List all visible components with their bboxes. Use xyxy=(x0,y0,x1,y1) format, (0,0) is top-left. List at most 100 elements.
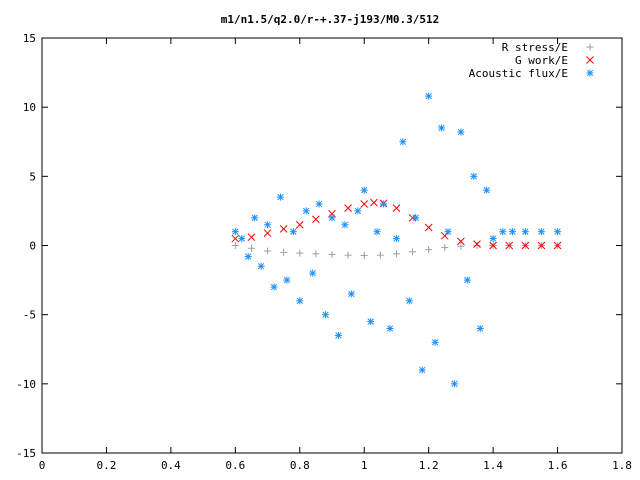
data-point xyxy=(334,331,342,339)
data-point xyxy=(476,325,484,332)
data-point xyxy=(457,128,465,136)
data-point xyxy=(315,200,323,208)
data-point xyxy=(483,186,491,194)
data-point xyxy=(312,215,320,224)
data-point xyxy=(392,250,400,258)
data-point xyxy=(376,251,384,259)
x-tick-label: 0.4 xyxy=(161,459,181,472)
data-point xyxy=(238,235,246,243)
data-point xyxy=(244,253,252,261)
data-point xyxy=(373,228,381,236)
y-tick-label: 10 xyxy=(23,101,36,114)
data-point xyxy=(499,228,507,236)
data-point xyxy=(392,204,401,213)
x-tick-label: 1 xyxy=(361,459,368,472)
data-point xyxy=(553,241,562,250)
data-point xyxy=(463,276,471,284)
data-point xyxy=(360,200,369,208)
data-point xyxy=(537,241,546,250)
y-axis: 15 10 5 0 -5 -10 -15 xyxy=(16,32,622,460)
data-point xyxy=(489,235,497,243)
legend-marker xyxy=(586,56,594,64)
legend-label: R stress/E xyxy=(502,41,568,54)
data-point xyxy=(270,283,278,291)
data-point xyxy=(470,172,478,180)
data-point xyxy=(263,229,272,237)
data-point xyxy=(424,223,433,232)
data-point xyxy=(380,200,388,208)
data-point xyxy=(521,228,529,236)
data-point xyxy=(296,297,304,305)
y-tick-label: -10 xyxy=(16,378,36,391)
x-axis: 0 0.2 0.4 0.6 0.8 1 1.2 1.4 1.6 1.8 xyxy=(39,38,632,472)
x-tick-label: 0.8 xyxy=(290,459,310,472)
y-tick-label: 15 xyxy=(23,32,36,45)
data-point xyxy=(425,246,433,254)
data-point xyxy=(280,248,288,256)
chart-title: m1/n1.5/q2.0/r-+.37-j193/M0.3/512 xyxy=(221,13,440,26)
data-point xyxy=(473,240,481,248)
data-point xyxy=(312,250,320,258)
series-layer xyxy=(231,92,562,388)
plot-frame xyxy=(41,37,623,454)
data-point xyxy=(347,290,355,298)
data-point xyxy=(231,234,240,243)
data-point xyxy=(438,124,446,132)
data-point xyxy=(367,318,375,326)
data-point xyxy=(425,92,433,100)
data-point xyxy=(279,225,288,233)
x-tick-label: 0.6 xyxy=(225,459,245,472)
data-point xyxy=(231,228,239,236)
data-point xyxy=(251,214,259,222)
data-point xyxy=(283,276,291,284)
legend-label: G work/E xyxy=(515,54,568,67)
data-point xyxy=(302,207,310,215)
legend-marker xyxy=(586,43,594,51)
data-point xyxy=(409,248,417,256)
data-point xyxy=(473,242,481,249)
data-point xyxy=(276,193,284,201)
data-point xyxy=(370,198,378,207)
x-tick-label: 0 xyxy=(39,459,46,472)
y-tick-label: -15 xyxy=(16,447,36,460)
data-point xyxy=(247,244,255,252)
data-point xyxy=(444,228,452,236)
data-point xyxy=(328,214,336,222)
series-plus xyxy=(231,242,562,259)
series-cross xyxy=(231,198,562,250)
y-tick-label: 0 xyxy=(29,240,36,253)
legend-label: Acoustic flux/E xyxy=(469,67,568,80)
data-point xyxy=(521,241,530,250)
y-tick-label: 5 xyxy=(29,170,36,183)
data-point xyxy=(247,233,256,242)
x-tick-label: 1.4 xyxy=(483,459,503,472)
data-point xyxy=(505,241,514,250)
data-point xyxy=(296,249,304,257)
data-point xyxy=(441,244,449,252)
data-point xyxy=(554,228,562,236)
data-point xyxy=(264,221,272,229)
series-star xyxy=(231,92,562,388)
data-point xyxy=(328,250,336,258)
x-tick-label: 1.8 xyxy=(612,459,632,472)
data-point xyxy=(257,262,265,270)
data-point xyxy=(537,228,545,236)
data-point xyxy=(344,204,352,213)
data-point xyxy=(405,297,413,305)
data-point xyxy=(418,366,426,374)
data-point xyxy=(322,311,330,319)
data-point xyxy=(231,242,239,249)
x-tick-label: 1.2 xyxy=(419,459,439,472)
data-point xyxy=(412,214,420,222)
y-tick-label: -5 xyxy=(23,309,36,322)
data-point xyxy=(399,138,407,146)
data-point xyxy=(431,338,439,346)
data-point xyxy=(508,228,516,236)
data-point xyxy=(386,325,394,332)
x-tick-label: 1.6 xyxy=(548,459,568,472)
data-point xyxy=(344,251,352,259)
data-point xyxy=(450,380,458,388)
data-point xyxy=(309,269,317,277)
